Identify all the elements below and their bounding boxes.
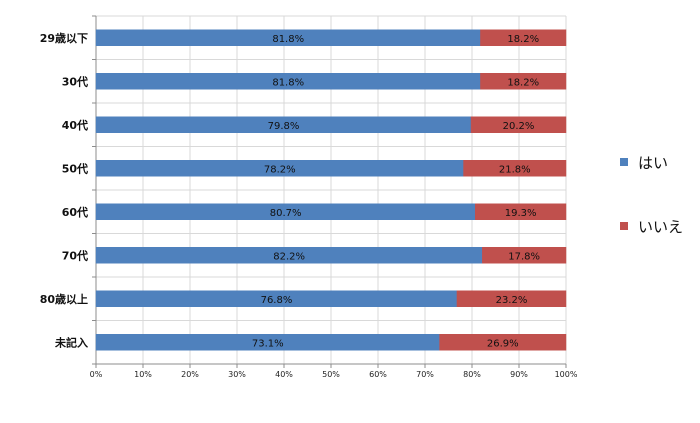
data-label: 82.2% [273, 251, 305, 262]
x-tick-label: 80% [463, 370, 481, 379]
x-tick-label: 30% [228, 370, 246, 379]
legend-label-no: いいえ [638, 217, 684, 236]
data-label: 81.8% [272, 34, 304, 45]
data-label: 26.9% [487, 338, 519, 349]
category-label: 60代 [62, 205, 88, 219]
data-labels: 81.8% 18.2% 81.8% 18.2% 79.8% 20.2% 78.2% 21.8%… [252, 34, 540, 350]
bars [95, 29, 567, 351]
x-axis-ticks: 0% 10% 20% 30% 40% 50% 60% 70% 80% 90% 100% [90, 370, 578, 379]
data-label: 17.8% [508, 251, 540, 262]
legend-item-no: いいえ [620, 216, 700, 236]
bar-segment-no [470, 116, 567, 133]
data-label: 76.8% [261, 295, 293, 306]
data-label: 23.2% [496, 295, 528, 306]
x-tick-label: 10% [134, 370, 152, 379]
category-label: 29歳以下 [40, 31, 88, 45]
bar-segment-no [475, 203, 567, 220]
data-label: 73.1% [252, 338, 284, 349]
x-tick-label: 40% [275, 370, 293, 379]
category-label: 40代 [62, 118, 88, 132]
data-label: 81.8% [272, 77, 304, 88]
x-tick-label: 20% [181, 370, 199, 379]
data-label: 79.8% [268, 121, 300, 132]
bar-segment-no [482, 247, 567, 264]
data-label: 19.3% [505, 208, 537, 219]
category-label: 50代 [62, 161, 88, 175]
category-label: 未記入 [54, 335, 88, 349]
legend: はい いいえ [620, 152, 700, 280]
data-label: 18.2% [507, 77, 539, 88]
data-label: 78.2% [264, 164, 296, 175]
x-tick-label: 100% [555, 370, 578, 379]
category-label: 70代 [62, 248, 88, 262]
x-tick-label: 0% [90, 370, 103, 379]
legend-item-yes: はい [620, 152, 700, 172]
bar-segment-no [456, 290, 567, 307]
data-label: 21.8% [499, 164, 531, 175]
bar-segment-no [439, 334, 567, 351]
x-tick-label: 70% [416, 370, 434, 379]
data-label: 80.7% [270, 208, 302, 219]
gridlines [92, 15, 567, 368]
category-label: 30代 [62, 74, 88, 88]
bar-segment-no [480, 73, 567, 90]
bar-segment-no [480, 29, 567, 46]
data-label: 18.2% [507, 34, 539, 45]
x-tick-label: 60% [369, 370, 387, 379]
legend-label-yes: はい [638, 153, 669, 172]
x-tick-label: 50% [322, 370, 340, 379]
legend-swatch-yes [620, 158, 628, 166]
data-label: 20.2% [503, 121, 535, 132]
category-label: 80歳以上 [40, 292, 88, 306]
legend-swatch-no [620, 222, 628, 230]
bar-segment-no [463, 160, 567, 177]
x-tick-label: 90% [510, 370, 528, 379]
